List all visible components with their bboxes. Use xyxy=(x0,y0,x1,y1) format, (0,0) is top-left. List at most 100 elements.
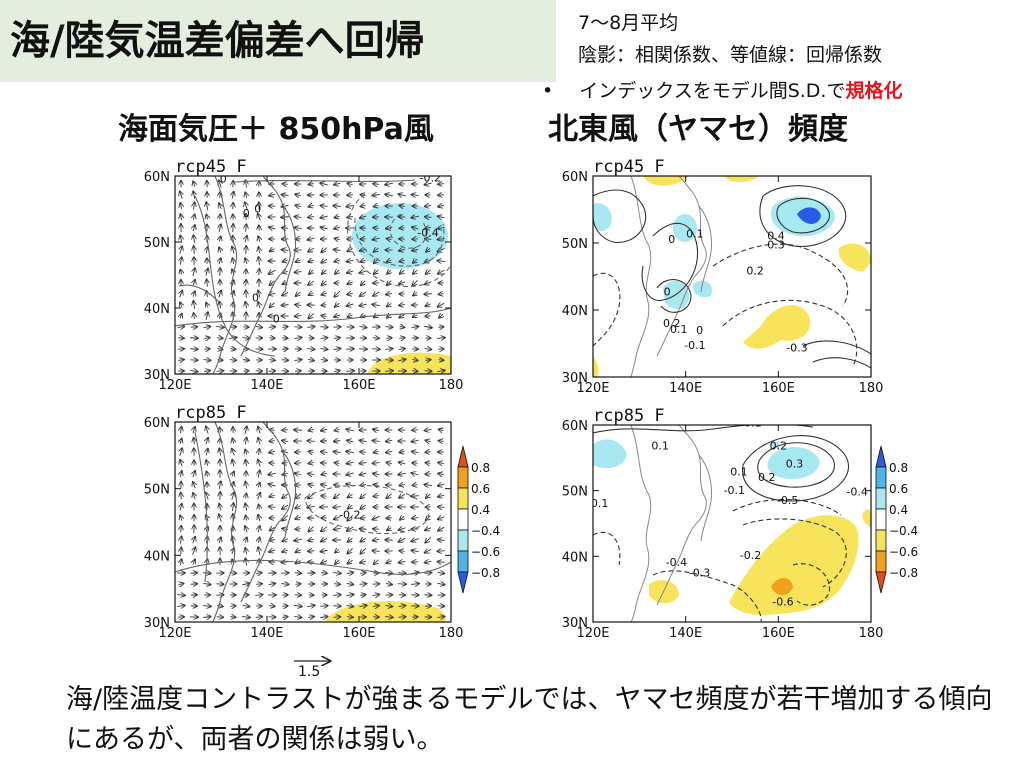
wind-vector xyxy=(333,348,340,349)
wind-vector xyxy=(387,303,392,306)
wind-vector xyxy=(385,605,393,606)
colorbar-label: −0.8 xyxy=(471,566,500,580)
wind-vector xyxy=(320,360,327,361)
contour-label: 0 xyxy=(668,233,675,246)
wind-vector xyxy=(360,547,366,554)
wind-vector xyxy=(232,460,234,467)
colorbar-swatch xyxy=(457,529,469,552)
conclusion-text: 海/陸温度コントラストが強まるモデルでは、ヤマセ頻度が若干増加する傾向にあるが、… xyxy=(66,684,993,755)
wind-vector xyxy=(360,260,366,262)
wind-vector xyxy=(181,548,182,555)
contour-label: 0 xyxy=(220,173,227,186)
contour-label: 0.1 xyxy=(686,228,704,241)
contour-label: 0 xyxy=(243,207,250,220)
wind-vector xyxy=(437,616,444,617)
wind-vector xyxy=(258,236,260,242)
wind-vector xyxy=(246,224,247,232)
wind-vector xyxy=(180,536,181,544)
wind-vector xyxy=(399,451,405,452)
wind-vector xyxy=(177,326,185,327)
wind-vector xyxy=(399,561,406,562)
wind-vector xyxy=(268,371,276,372)
contour-label: -0.2 xyxy=(339,509,360,522)
wind-vector xyxy=(348,315,353,317)
x-tick-label: 180 xyxy=(439,626,464,641)
wind-vector xyxy=(219,247,221,253)
wind-vector xyxy=(203,606,211,607)
wind-vector xyxy=(294,573,301,574)
colorbar-label: 0.6 xyxy=(889,482,908,496)
wind-vector xyxy=(245,558,246,566)
wind-vector xyxy=(360,561,367,563)
wind-vector xyxy=(258,460,260,467)
wind-vector xyxy=(438,507,445,508)
wind-vector xyxy=(411,326,419,327)
contour-label: -0.2 xyxy=(420,171,441,184)
coastline xyxy=(178,176,297,374)
wind-vector xyxy=(282,195,289,196)
wind-vector xyxy=(245,438,246,445)
wind-vector xyxy=(334,227,341,229)
wind-vector xyxy=(193,482,195,489)
wind-vector xyxy=(219,448,220,456)
wind-vector xyxy=(193,225,195,232)
wind-vector xyxy=(246,494,247,499)
wind-vector xyxy=(308,484,314,485)
wind-vector xyxy=(295,506,301,509)
wind-vector xyxy=(178,583,183,584)
x-tick-label: 160E xyxy=(342,626,375,641)
wind-vector xyxy=(438,495,445,496)
wind-vector xyxy=(258,247,259,254)
contour-label: 0.1 xyxy=(670,323,688,336)
contour-label: 0.1 xyxy=(651,439,669,452)
wind-vector xyxy=(258,537,259,543)
wind-vector xyxy=(206,202,207,210)
shade-yellow-region xyxy=(743,305,811,349)
wind-vector xyxy=(180,203,181,210)
wind-vector xyxy=(269,270,276,274)
wind-vector xyxy=(232,449,235,456)
wind-vector xyxy=(321,538,328,541)
wind-vector xyxy=(413,292,417,295)
wind-vector xyxy=(437,562,445,563)
wind-vector xyxy=(255,595,262,596)
wind-vector xyxy=(307,573,315,574)
wind-vector xyxy=(220,547,221,555)
wind-vector xyxy=(308,617,314,618)
wind-vector xyxy=(411,496,419,497)
contours xyxy=(175,179,451,357)
wind-vector xyxy=(180,257,182,265)
wind-vector xyxy=(255,371,262,372)
panel-rcp85-yamase: 0.1 0.1 0.2 0.3 0.2 0.1 -0.1 -0.1 -0.4 -0.5 -0.2 -0… xyxy=(562,406,884,641)
wind-vector xyxy=(282,617,287,618)
wind-vector xyxy=(281,360,289,361)
wind-vector xyxy=(294,359,301,360)
wind-vector xyxy=(386,518,392,519)
wind-vector xyxy=(374,248,379,252)
colorbar-swatch xyxy=(875,529,887,552)
wind-vector xyxy=(411,550,419,551)
wind-vector xyxy=(190,370,197,371)
wind-vector xyxy=(346,429,354,431)
wind-vector xyxy=(193,280,195,287)
wind-vector xyxy=(386,451,393,452)
wind-vector xyxy=(180,448,182,456)
wind-vector xyxy=(437,248,445,251)
wind-vector xyxy=(269,293,276,295)
wind-vector xyxy=(437,260,445,261)
wind-vector xyxy=(374,270,379,274)
wind-vector xyxy=(177,605,185,606)
wind-vector xyxy=(282,505,289,509)
wind-vector xyxy=(373,539,380,540)
wind-vector xyxy=(269,495,275,497)
left-column-title: 海面気圧＋ 850hPa風 xyxy=(118,112,434,147)
y-tick-label: 60N xyxy=(562,419,588,434)
wind-vector xyxy=(425,217,432,218)
wind-vector xyxy=(194,246,195,254)
wind-vector xyxy=(193,301,194,310)
wind-vector xyxy=(425,452,431,453)
wind-vector xyxy=(320,617,327,618)
contour-label: -0.6 xyxy=(772,596,793,609)
wind-vector xyxy=(180,460,182,467)
wind-vector xyxy=(232,536,233,544)
